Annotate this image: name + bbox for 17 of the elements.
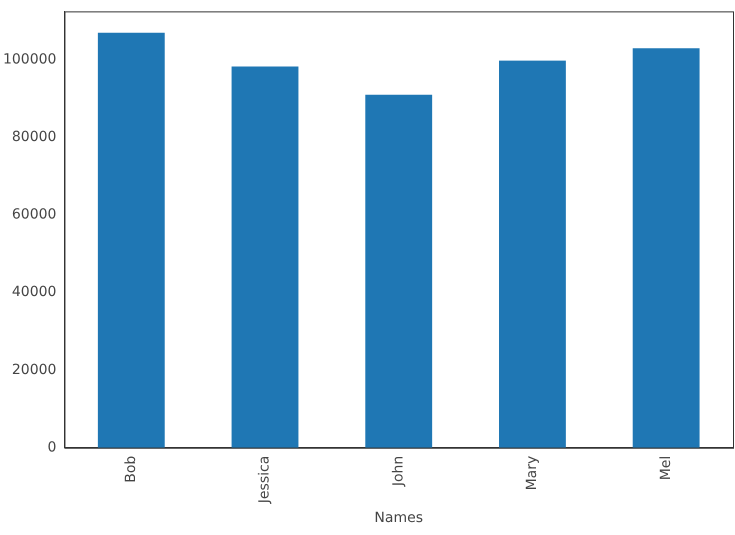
y-tick-label: 100000 xyxy=(2,52,56,68)
y-tick-label: 20000 xyxy=(12,362,56,378)
y-tick-label: 80000 xyxy=(12,129,56,146)
y-tick-label: 40000 xyxy=(12,284,56,300)
x-tick-label: Mel xyxy=(658,456,674,480)
bar xyxy=(499,60,566,448)
y-tick-label: 60000 xyxy=(12,206,56,223)
x-tick-label: Mary xyxy=(524,456,540,490)
bar xyxy=(232,66,298,448)
x-tick-label: John xyxy=(390,456,406,488)
x-tick-label: Bob xyxy=(122,456,139,483)
bar xyxy=(365,94,432,448)
y-tick-label: 0 xyxy=(48,439,56,456)
bar xyxy=(98,32,165,448)
x-tick-label: Jessica xyxy=(256,456,273,504)
bar xyxy=(632,48,700,448)
x-axis-title: Names xyxy=(374,510,424,526)
